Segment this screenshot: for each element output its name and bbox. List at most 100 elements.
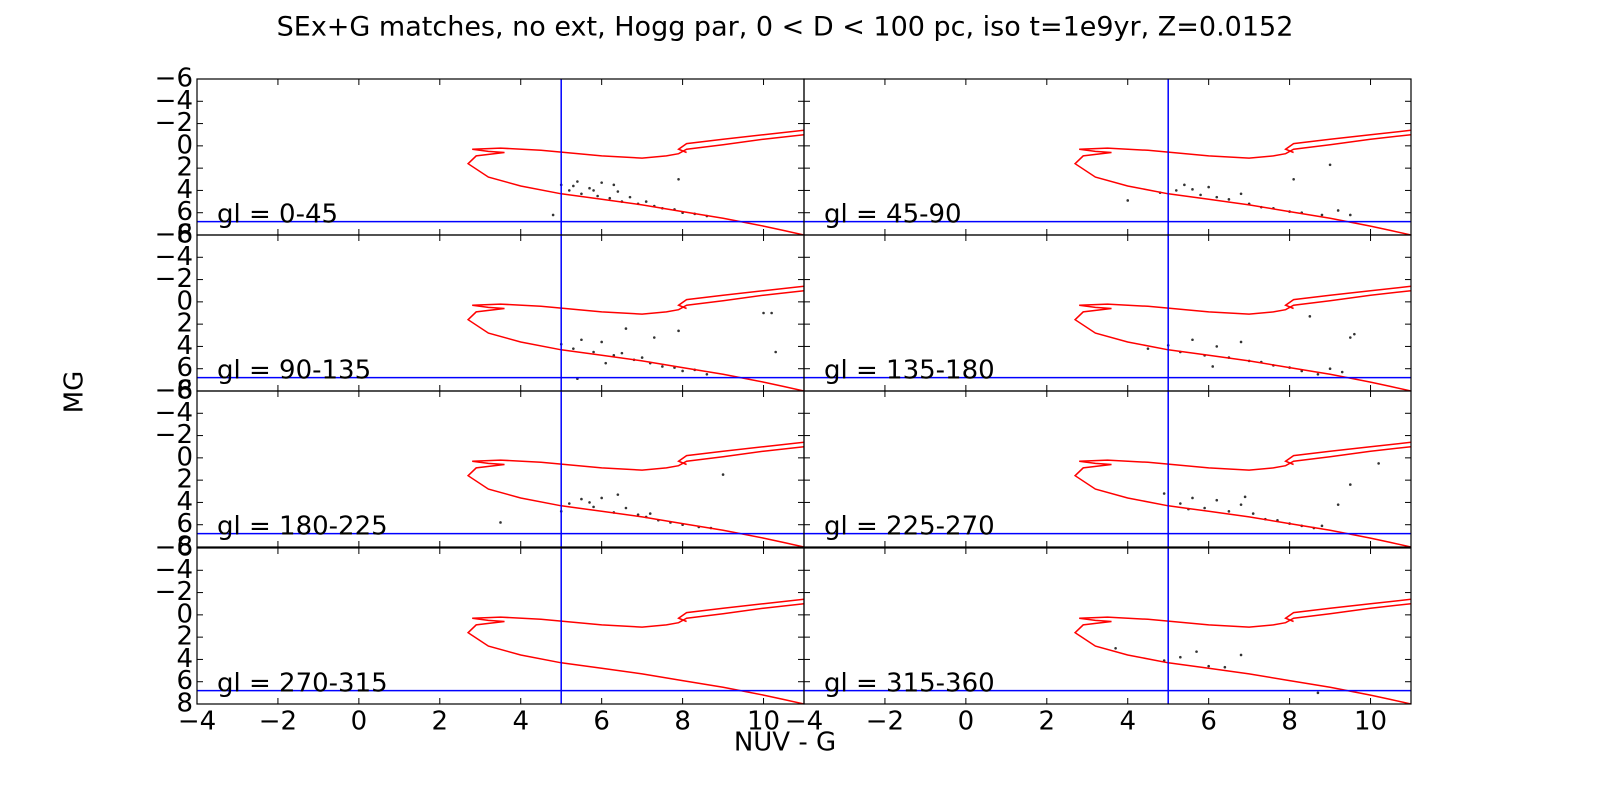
data-point xyxy=(608,196,612,200)
y-tick-label: 2 xyxy=(176,309,193,339)
isochrone-line xyxy=(1073,598,1411,704)
x-tick-label: −4 xyxy=(178,707,216,737)
data-point xyxy=(1243,495,1247,499)
data-point xyxy=(572,347,575,350)
panel-annotation: gl = 315-360 xyxy=(824,669,995,699)
panel-annotation: gl = 0-45 xyxy=(217,200,338,230)
data-point xyxy=(628,195,632,199)
data-point xyxy=(1316,691,1320,695)
data-point xyxy=(1203,506,1206,510)
y-tick-label: −2 xyxy=(155,264,193,294)
data-point xyxy=(705,372,709,376)
data-point xyxy=(1174,189,1178,192)
data-point xyxy=(612,354,616,357)
y-tick-label: −6 xyxy=(155,64,193,94)
data-point xyxy=(1199,193,1202,197)
data-point xyxy=(1179,655,1182,659)
x-tick-label: 0 xyxy=(958,707,975,737)
x-tick-label: 2 xyxy=(1039,707,1056,737)
data-point xyxy=(762,311,765,315)
data-point xyxy=(648,512,652,515)
panel xyxy=(804,235,1411,391)
x-tick-label: 6 xyxy=(593,707,610,737)
isochrone-line xyxy=(466,441,804,547)
panel-frame xyxy=(803,547,1412,705)
data-point xyxy=(600,181,603,184)
y-tick-label: 0 xyxy=(176,442,193,472)
data-point xyxy=(1292,177,1295,181)
panel xyxy=(197,391,804,547)
data-point xyxy=(592,189,595,192)
y-tick-label: −2 xyxy=(155,108,193,138)
y-axis-label: MG xyxy=(60,371,90,414)
y-tick-label: −2 xyxy=(155,577,193,607)
x-tick-label: 10 xyxy=(1354,707,1387,737)
data-point xyxy=(1336,503,1340,506)
data-point xyxy=(1215,345,1219,348)
data-point xyxy=(624,506,628,510)
data-point xyxy=(567,189,571,192)
data-point xyxy=(580,338,583,342)
y-tick-label: 6 xyxy=(176,666,193,696)
panel-frame xyxy=(803,390,1412,548)
y-tick-label: 8 xyxy=(176,376,193,406)
data-point xyxy=(624,327,628,330)
data-point xyxy=(580,497,583,501)
figure-title: SEx+G matches, no ext, Hogg par, 0 < D <… xyxy=(277,12,1294,43)
panel-annotation: gl = 45-90 xyxy=(824,200,962,230)
data-point xyxy=(1251,512,1255,515)
data-point xyxy=(1215,498,1219,502)
data-point xyxy=(1239,192,1243,196)
data-point xyxy=(1162,492,1166,495)
panel-annotation: gl = 225-270 xyxy=(824,512,995,542)
y-tick-label: 8 xyxy=(176,532,193,562)
data-point xyxy=(1239,340,1243,344)
panel-annotation: gl = 135-180 xyxy=(824,356,995,386)
data-point xyxy=(652,336,656,339)
y-tick-label: 0 xyxy=(176,130,193,160)
y-tick-label: −2 xyxy=(155,420,193,450)
data-point xyxy=(588,501,591,504)
data-point xyxy=(1215,195,1219,199)
data-point xyxy=(620,351,624,355)
y-tick-label: 2 xyxy=(176,622,193,652)
data-point xyxy=(1207,664,1210,668)
data-point xyxy=(1377,462,1380,465)
panel xyxy=(804,548,1411,704)
y-tick-label: −4 xyxy=(155,555,193,585)
data-point xyxy=(1353,332,1356,336)
data-point xyxy=(1328,163,1332,167)
data-point xyxy=(1183,183,1186,187)
data-point xyxy=(1239,653,1243,657)
panel xyxy=(197,235,804,391)
data-point xyxy=(612,183,616,187)
x-tick-label: 4 xyxy=(512,707,529,737)
data-point xyxy=(721,473,725,476)
data-point xyxy=(1191,188,1194,191)
x-tick-label: −4 xyxy=(785,707,823,737)
y-tick-label: 6 xyxy=(176,509,193,539)
x-tick-label: 8 xyxy=(674,707,691,737)
y-tick-label: 2 xyxy=(176,153,193,183)
data-point xyxy=(567,502,571,505)
panel xyxy=(804,79,1411,235)
y-tick-label: 6 xyxy=(176,353,193,383)
data-point xyxy=(644,200,648,203)
data-point xyxy=(1146,347,1150,350)
x-tick-label: −2 xyxy=(866,707,904,737)
isochrone-line xyxy=(1073,129,1411,235)
data-point xyxy=(1195,650,1198,653)
y-tick-label: 0 xyxy=(176,599,193,629)
isochrone-line xyxy=(466,598,804,704)
data-point xyxy=(572,184,575,188)
panel-annotation: gl = 270-315 xyxy=(217,669,388,699)
data-point xyxy=(1328,367,1332,371)
data-point xyxy=(499,521,502,524)
x-tick-label: 2 xyxy=(432,707,449,737)
data-point xyxy=(1316,372,1320,376)
data-point xyxy=(1239,503,1243,506)
y-tick-label: 4 xyxy=(176,175,193,205)
data-point xyxy=(580,192,583,196)
data-point xyxy=(677,329,680,333)
